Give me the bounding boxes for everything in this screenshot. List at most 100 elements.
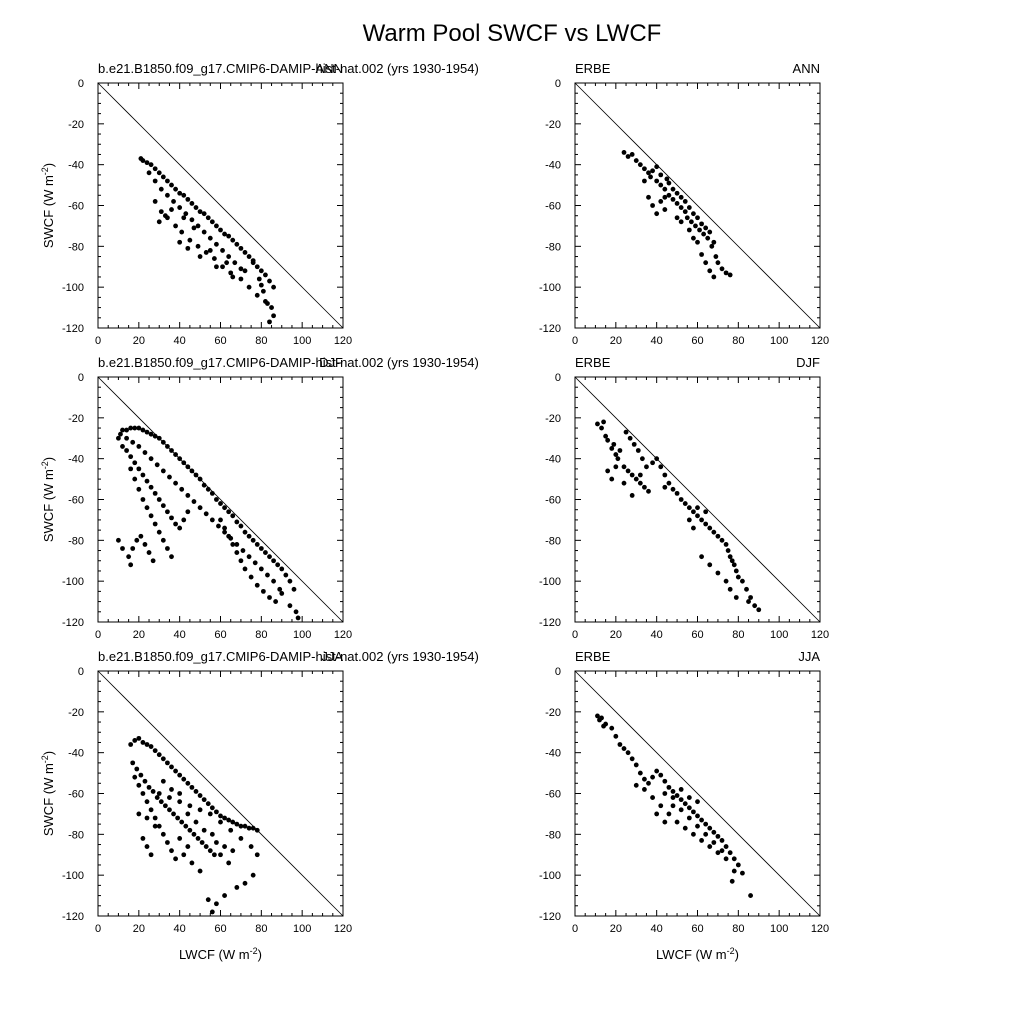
data-point	[621, 746, 627, 751]
y-tick-label: -20	[68, 119, 84, 131]
data-point	[629, 756, 635, 762]
data-point	[625, 750, 631, 756]
data-point	[165, 760, 170, 766]
data-point	[181, 517, 187, 523]
data-point	[731, 562, 737, 568]
y-tick-label: 0	[78, 372, 84, 384]
data-point	[633, 762, 639, 768]
data-point	[682, 501, 688, 506]
data-point	[658, 182, 664, 188]
y-tick-label: 0	[78, 666, 84, 678]
data-point	[650, 774, 655, 780]
data-point	[650, 168, 655, 174]
data-point	[234, 550, 240, 555]
y-tick-label: -20	[545, 707, 561, 719]
data-point	[703, 260, 709, 266]
data-point	[160, 468, 166, 474]
data-point	[263, 550, 268, 555]
data-point	[674, 819, 680, 825]
data-point	[197, 868, 203, 874]
data-point	[185, 493, 191, 498]
data-point	[682, 825, 688, 831]
data-point	[686, 815, 692, 821]
data-point	[132, 460, 138, 466]
data-point	[201, 827, 207, 833]
data-point	[209, 490, 215, 496]
data-point	[144, 799, 150, 805]
data-point	[222, 505, 227, 511]
data-point	[234, 542, 240, 547]
data-point	[226, 533, 232, 539]
panel-left-label: ERBE	[575, 61, 611, 76]
data-point	[230, 819, 236, 825]
data-point	[148, 852, 154, 858]
data-point	[183, 823, 189, 829]
data-point	[715, 260, 721, 266]
data-point	[232, 260, 238, 266]
reference-line	[574, 82, 821, 329]
data-point	[629, 493, 635, 498]
panel-right-label: ANN	[316, 61, 343, 76]
scatter-panel-5: 0 20 40 60 80 100 120 0 -20 -40 -60 -80 -100 -120 b.e2…	[40, 649, 479, 962]
data-point	[603, 721, 609, 727]
data-point	[146, 170, 152, 176]
data-point	[731, 856, 737, 862]
data-point	[260, 588, 266, 594]
data-point	[197, 793, 203, 798]
y-axis-title: SWCF (W m-2)	[40, 457, 56, 542]
data-point	[230, 274, 236, 280]
data-point	[132, 425, 138, 431]
x-tick-label: 80	[732, 629, 744, 641]
reference-line	[97, 670, 344, 917]
data-point	[654, 164, 660, 170]
data-point	[248, 844, 254, 849]
data-point	[271, 313, 276, 319]
data-point	[226, 254, 232, 259]
data-point	[252, 560, 258, 566]
data-point	[203, 844, 209, 849]
data-point	[695, 239, 700, 245]
x-tick-label: 80	[732, 923, 744, 935]
y-tick-label: 0	[555, 372, 561, 384]
y-tick-label: 0	[555, 78, 561, 90]
data-point	[226, 509, 232, 515]
y-tick-label: -80	[68, 829, 84, 841]
data-point	[654, 811, 660, 817]
data-point	[644, 464, 649, 470]
data-point	[254, 852, 260, 858]
data-point	[662, 194, 668, 200]
data-point	[686, 805, 692, 811]
data-point	[156, 823, 162, 829]
data-point	[723, 856, 729, 862]
data-point	[222, 231, 227, 237]
scatter-panel-4: 0 20 40 60 80 100 120 0 -20 -40 -60 -80 -100 -120 ERBE…	[539, 355, 829, 641]
y-tick-label: -40	[68, 454, 84, 466]
data-point	[201, 797, 207, 803]
data-point	[181, 776, 187, 782]
data-point	[171, 811, 176, 817]
data-point	[140, 158, 146, 163]
data-point	[230, 237, 236, 243]
y-tick-label: -80	[545, 829, 561, 841]
data-point	[609, 476, 615, 482]
data-point	[674, 490, 680, 496]
data-point	[191, 831, 197, 837]
data-point	[167, 474, 172, 480]
data-point	[144, 815, 150, 821]
data-point	[744, 586, 749, 592]
data-point	[169, 764, 174, 770]
data-point	[197, 807, 203, 813]
data-point	[654, 456, 660, 462]
data-point	[723, 844, 729, 849]
data-point	[205, 801, 211, 807]
data-point	[664, 176, 670, 182]
data-point	[686, 517, 692, 523]
data-point	[713, 254, 719, 259]
data-point	[707, 268, 713, 274]
data-point	[214, 901, 219, 907]
data-point	[250, 825, 256, 831]
data-point	[173, 452, 178, 457]
y-axis-title: SWCF (W m-2)	[40, 163, 56, 248]
data-point	[666, 180, 672, 186]
data-point	[688, 219, 694, 225]
